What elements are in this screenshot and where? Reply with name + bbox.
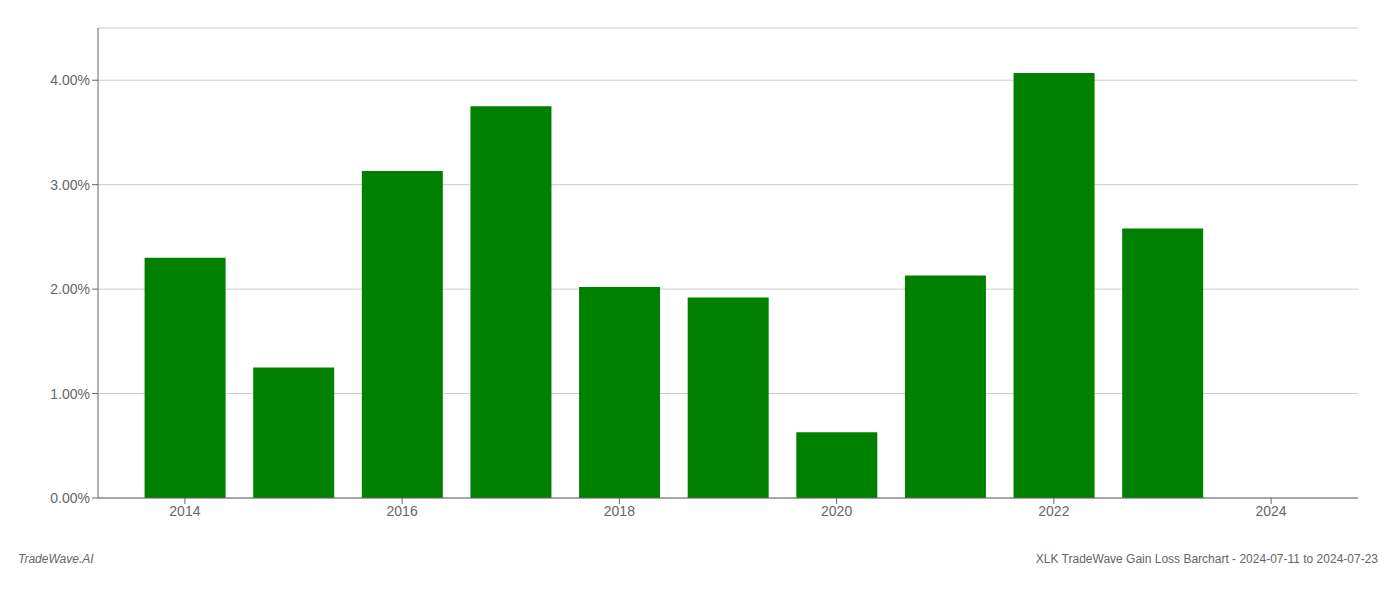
svg-text:1.00%: 1.00% xyxy=(50,386,90,402)
svg-text:2014: 2014 xyxy=(169,503,200,519)
svg-text:2024: 2024 xyxy=(1256,503,1287,519)
svg-text:2022: 2022 xyxy=(1038,503,1069,519)
svg-text:2016: 2016 xyxy=(387,503,418,519)
svg-text:4.00%: 4.00% xyxy=(50,72,90,88)
html-text:TradeWave.AI: TradeWave.AI xyxy=(18,552,94,566)
svg-text:3.00%: 3.00% xyxy=(50,177,90,193)
svg-text:2020: 2020 xyxy=(821,503,852,519)
svg-text:2018: 2018 xyxy=(604,503,635,519)
html-text:XLK TradeWave Gain Loss Barcha: XLK TradeWave Gain Loss Barchart - 2024-… xyxy=(1035,552,1378,566)
svg-text:0.00%: 0.00% xyxy=(50,490,90,506)
svg-text:2.00%: 2.00% xyxy=(50,281,90,297)
